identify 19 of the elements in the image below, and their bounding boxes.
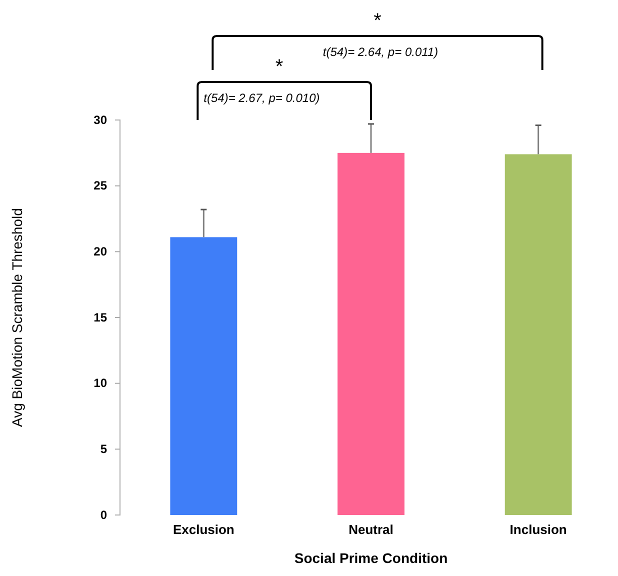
y-tick-label: 0	[100, 508, 108, 522]
bar	[504, 154, 572, 515]
x-tick-label: Exclusion	[172, 522, 234, 538]
text: t(54)= 2.67, p= 0.010)	[204, 91, 320, 105]
y-tick-label: 25	[94, 178, 108, 193]
bar	[338, 152, 404, 515]
y-tick-label: 10	[94, 376, 108, 390]
y-axis-title: Avg BioMotion Scramble Threshold	[9, 208, 25, 427]
y-tick-label: 15	[94, 310, 108, 324]
y-tick-label: 5	[100, 442, 108, 456]
x-axis-title: Social Prime Condition	[294, 550, 448, 566]
x-tick-label: Neutral	[348, 522, 394, 538]
x-tick-label: Inclusion	[510, 522, 567, 538]
text: t(54)= 2.64, p= 0.011)	[322, 45, 438, 59]
y-tick-label: 20	[94, 244, 108, 259]
text: *	[275, 56, 284, 78]
y-tick-label: 30	[94, 112, 108, 127]
bar	[170, 237, 238, 515]
text: *	[374, 10, 382, 32]
